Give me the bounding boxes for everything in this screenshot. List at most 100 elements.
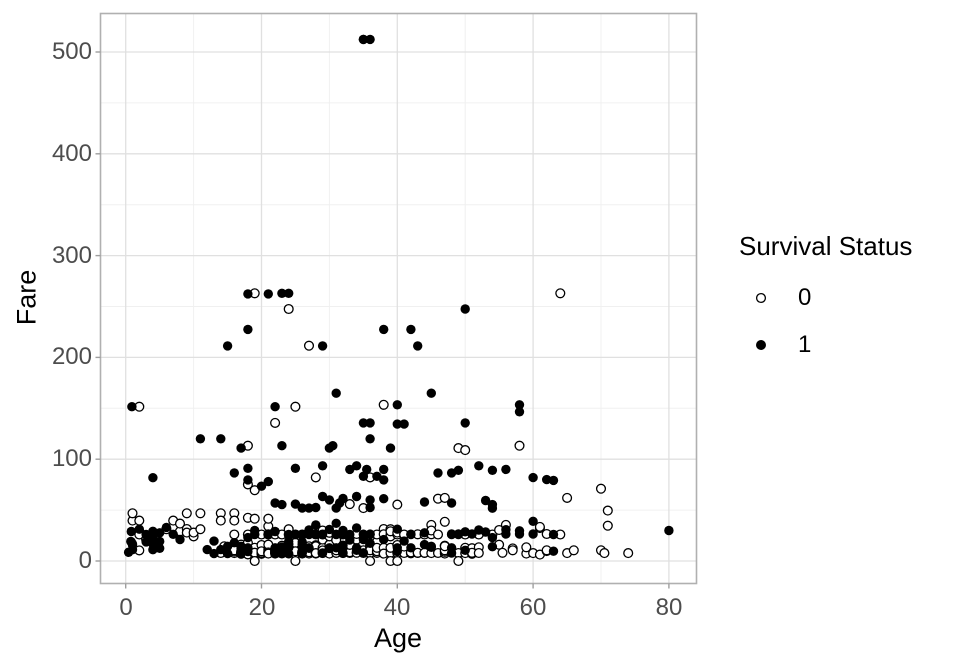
data-point [222,548,233,559]
data-point [385,443,396,453]
y-tick-label-100: 100 [51,445,92,472]
data-point [290,499,301,509]
data-point [334,498,345,508]
data-point [297,537,307,547]
data-point [379,464,389,475]
data-point [249,555,260,567]
plot-panel [100,13,697,584]
data-point [548,529,559,540]
filled-circle-icon [756,340,766,350]
data-point [175,534,185,545]
data-point [304,525,314,535]
data-point [310,472,321,483]
data-point [209,548,219,559]
data-point [392,419,402,429]
data-point [263,289,273,299]
data-point [433,468,443,478]
data-point [263,513,274,524]
data-point [277,441,287,451]
data-point [514,400,525,410]
data-point [365,34,375,45]
data-point [487,465,498,475]
data-point [304,503,314,513]
data-point [297,503,307,513]
data-point [216,434,226,444]
data-point [324,543,335,554]
data-point [507,545,518,556]
data-point [379,534,389,545]
data-point [243,546,253,557]
data-point [181,508,192,519]
data-point [351,491,362,502]
data-point [602,520,613,531]
data-point [317,341,328,351]
data-point [127,402,137,412]
data-point [284,288,294,298]
data-point [521,542,532,553]
data-point [328,441,338,451]
legend-title: Survival Status [739,231,913,261]
data-point [419,528,430,538]
data-point [460,545,470,555]
data-point [480,495,491,506]
data-point [473,547,484,559]
data-point [222,341,233,351]
data-point [453,465,464,475]
data-point [528,516,538,526]
data-point [460,418,470,428]
x-axis-title: Age [373,623,423,653]
data-point [379,494,389,504]
data-point [290,529,301,540]
data-point [392,499,403,510]
data-point [358,418,369,428]
data-point [392,400,402,410]
legend-label-0: 0 [798,284,812,311]
y-axis-title: Fare [11,269,42,326]
legend-label-1: 1 [798,331,812,358]
data-point [358,34,369,45]
data-point [331,388,341,398]
data-point [514,407,525,417]
data-point [501,464,511,475]
data-point [439,516,450,527]
data-point [277,288,287,298]
data-point [460,445,471,456]
data-point [365,495,375,505]
panel-border [99,12,698,585]
data-point [209,536,219,546]
data-point [595,483,607,494]
data-point [243,475,253,485]
y-tick-label-500: 500 [51,38,92,65]
data-point [277,548,287,558]
data-point [229,468,239,478]
data-point [487,532,498,543]
data-point [426,541,436,551]
data-point [602,505,613,516]
y-tick-label-0: 0 [78,547,92,574]
data-point [215,515,226,526]
data-point [358,548,369,558]
data-point [378,399,389,410]
data-point [270,526,280,537]
data-point [155,543,165,553]
x-tick-label-80: 80 [655,594,683,621]
data-point [195,508,206,519]
data-point [290,555,301,567]
data-point [392,546,402,557]
data-point [202,544,212,555]
data-point [379,324,389,335]
data-point [317,461,328,471]
data-point [290,463,301,473]
data-point [406,529,416,539]
data-point [283,303,294,315]
data-point [317,548,328,558]
data-point [270,417,281,428]
data-point [480,527,491,537]
data-point [446,529,457,540]
data-point [413,341,423,351]
y-tick-label-300: 300 [51,242,92,269]
data-point [311,520,321,530]
data-point [303,340,315,351]
data-point [467,529,477,539]
